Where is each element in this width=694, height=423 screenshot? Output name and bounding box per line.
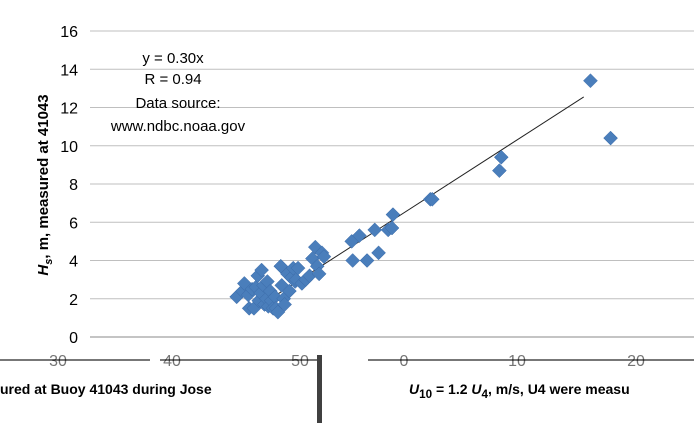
trendline-equation: y = 0.30x <box>142 50 204 67</box>
data-source-label: Data source: <box>135 95 220 112</box>
caption-left: ured at Buoy 41043 during Jose <box>0 381 212 397</box>
data-points <box>229 73 618 320</box>
data-point <box>290 260 306 276</box>
data-point <box>352 228 367 243</box>
y-tick-label: 6 <box>69 215 78 232</box>
data-point <box>345 253 361 268</box>
x-tick-label: 0 <box>400 353 409 370</box>
y-tick-label: 10 <box>60 139 78 156</box>
x-tick-label: 50 <box>291 353 309 370</box>
data-point <box>385 207 401 222</box>
y-tick-label: 8 <box>69 177 78 194</box>
data-point <box>270 304 286 320</box>
y-tick-label: 12 <box>60 101 78 118</box>
data-point <box>493 149 509 165</box>
data-point <box>359 253 375 268</box>
data-point <box>492 163 507 178</box>
data-point <box>316 249 332 265</box>
y-tick-label: 16 <box>60 24 78 41</box>
x-tick-label: 40 <box>163 353 181 370</box>
data-source-url: www.ndbc.noaa.gov <box>110 118 246 135</box>
caption-right: U10 = 1.2 U4, m/s, U4 were measu <box>409 381 630 401</box>
data-point <box>367 222 383 238</box>
y-tick-label: 0 <box>69 330 78 347</box>
data-point <box>273 258 289 274</box>
trendline-r-value: R = 0.94 <box>144 71 201 88</box>
data-point <box>371 245 386 261</box>
gridlines <box>90 30 694 338</box>
y-tick-label: 14 <box>60 62 78 79</box>
data-point <box>583 73 598 89</box>
y-tick-label: 2 <box>69 292 78 309</box>
panel-divider <box>317 355 322 423</box>
data-point <box>282 283 297 299</box>
data-point <box>384 220 400 236</box>
data-point <box>311 266 327 282</box>
y-tick-label: 4 <box>69 254 78 271</box>
y-axis-title: Hs, m, measured at 41043 <box>35 94 55 275</box>
x-tick-label: 20 <box>627 353 645 370</box>
data-point <box>254 262 269 278</box>
x-axis-area: 30 40 50 0 10 20 <box>0 353 694 370</box>
y-tick-labels: 0 2 4 6 8 10 12 14 16 <box>60 24 78 347</box>
x-tick-label: 30 <box>49 353 67 370</box>
x-tick-label: 10 <box>508 353 526 370</box>
data-point <box>277 297 292 312</box>
data-point <box>603 130 618 146</box>
data-point <box>424 191 440 207</box>
